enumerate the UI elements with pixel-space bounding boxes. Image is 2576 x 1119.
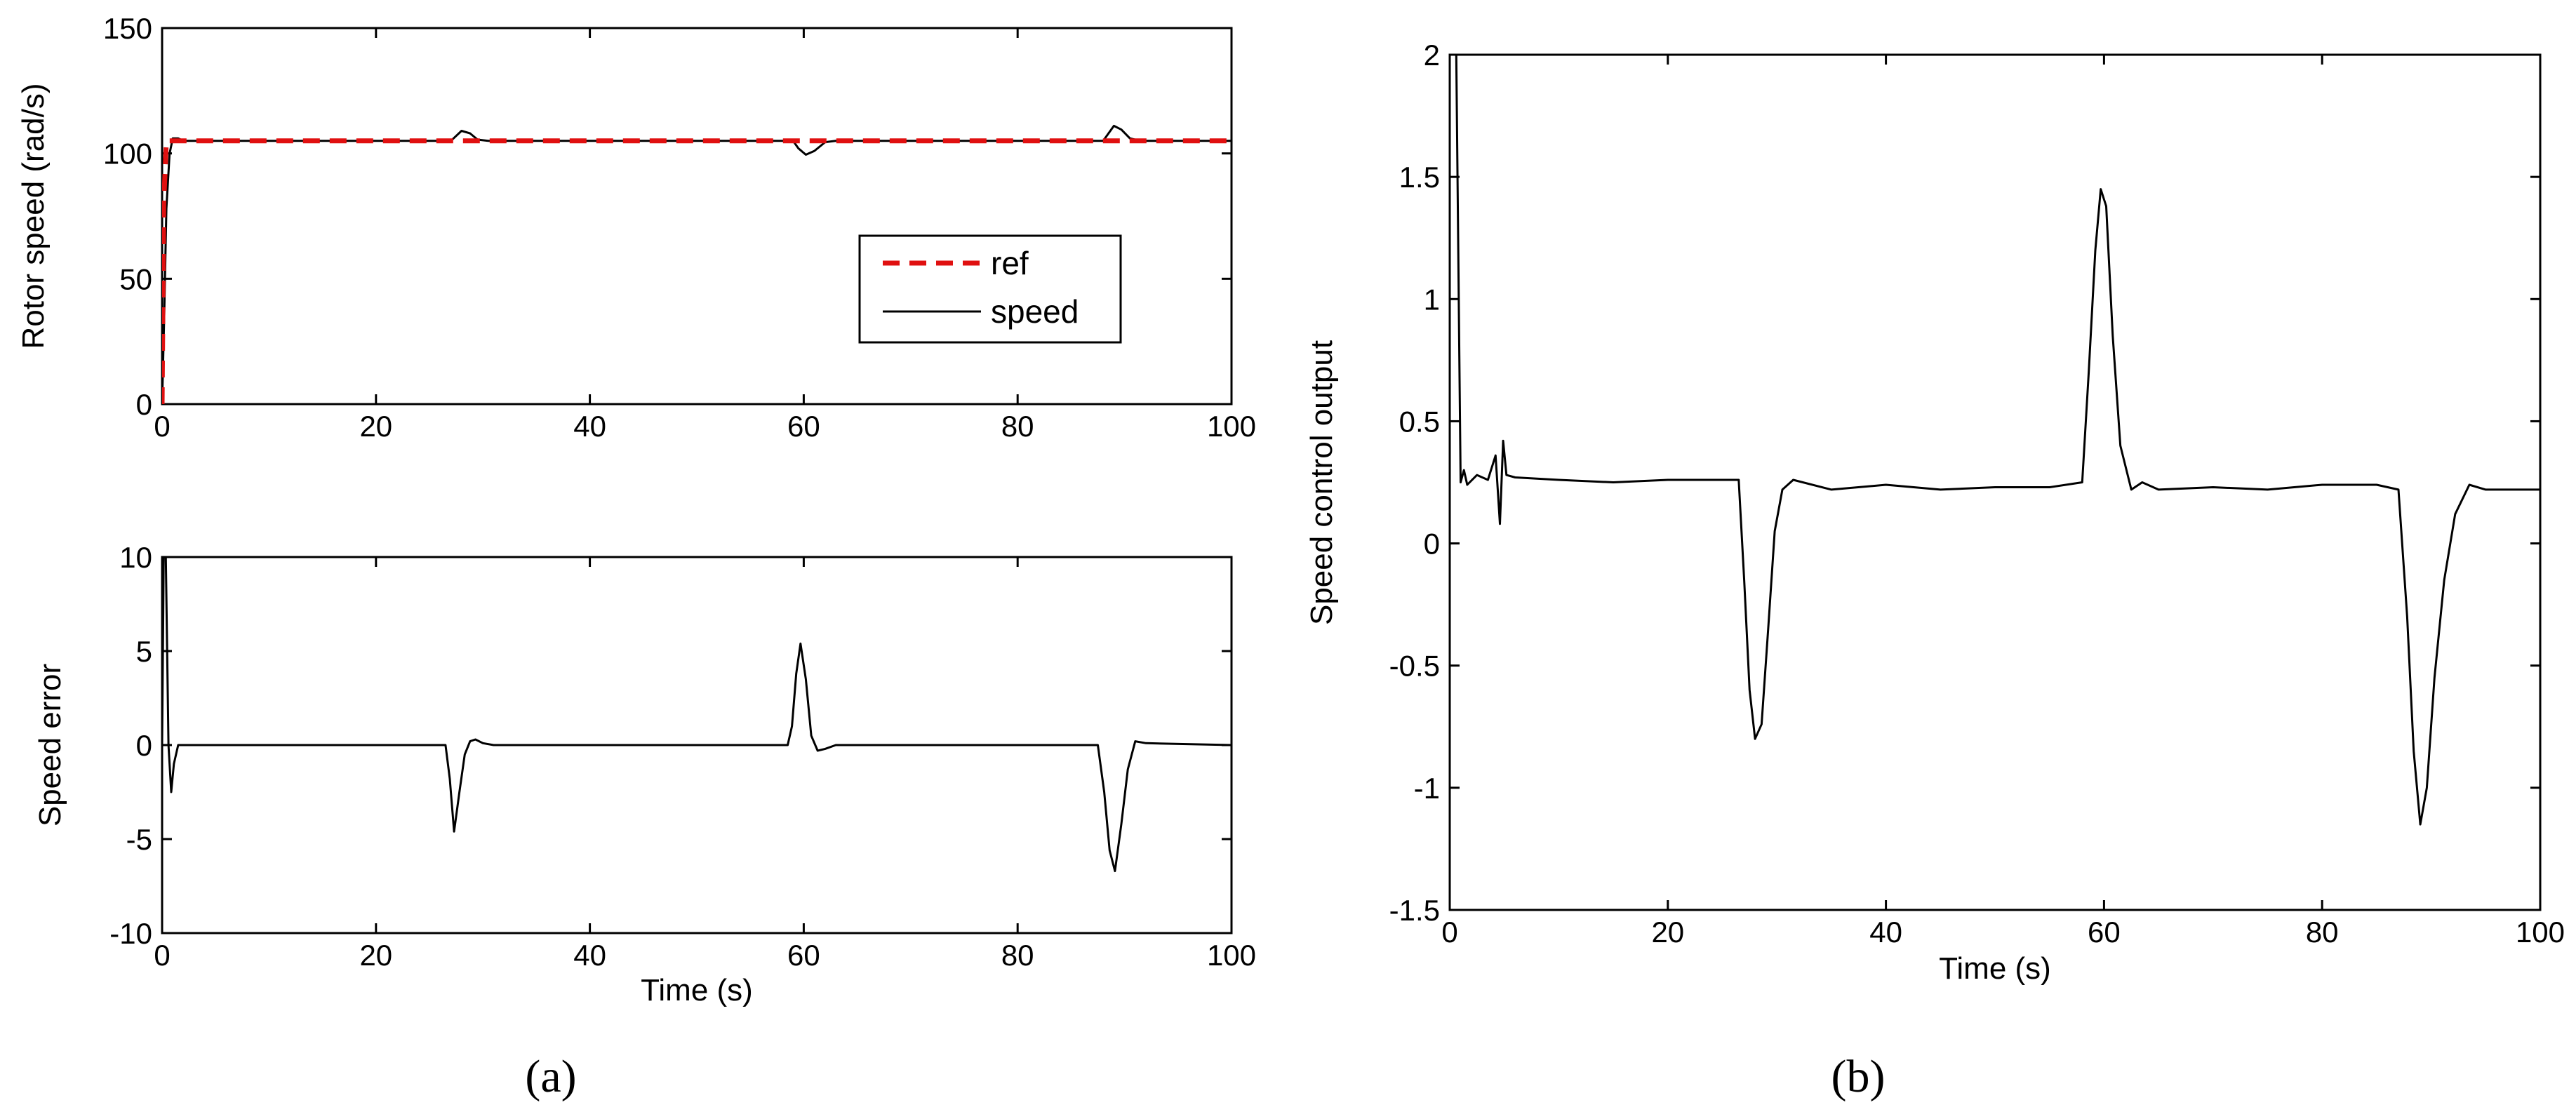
- x-tick-label: 20: [359, 939, 392, 972]
- x-tick-label: 20: [1651, 916, 1684, 949]
- y-tick-label: 0: [136, 388, 152, 421]
- caption-b: (b): [1831, 1051, 1886, 1102]
- x-axis-label-a-bottom: Time (s): [641, 973, 753, 1007]
- y-tick-label: 5: [136, 635, 152, 668]
- y-tick-label: -0.5: [1389, 650, 1440, 683]
- x-tick-label: 100: [1207, 410, 1256, 443]
- y-tick-label: 1: [1424, 283, 1440, 316]
- x-tick-label: 80: [1001, 410, 1034, 443]
- y-axis-label-a-top: Rotor speed (rad/s): [16, 83, 51, 349]
- legend-box: [858, 234, 1122, 344]
- caption-a: (a): [525, 1051, 576, 1102]
- y-tick-label: 0: [1424, 528, 1440, 561]
- panel-b: 0 20 40 60 80 100 -1.5 -1 -0.5 0 0.5 1 1.5 2 Time (s)…: [1304, 39, 2565, 986]
- series-group-b: [1450, 55, 2540, 826]
- gridless-ticks-a-top: 0 20 40 60 80 100 0 50 100 150: [103, 12, 1256, 443]
- x-tick-label: 80: [1001, 939, 1034, 972]
- legend-label-speed: speed: [991, 293, 1079, 330]
- y-tick-label: -10: [109, 917, 152, 950]
- series-group-a-top: [162, 124, 1232, 404]
- y-tick-label: 50: [119, 262, 152, 295]
- x-tick-label: 40: [573, 410, 606, 443]
- y-tick-label: 2: [1424, 39, 1440, 72]
- x-tick-label: 0: [154, 410, 170, 443]
- x-tick-label: 60: [787, 410, 820, 443]
- legend-label-ref: ref: [991, 245, 1029, 281]
- panel-a-top: 0 20 40 60 80 100 0 50 100 150 Rotor speed (rad/s…: [16, 12, 1256, 443]
- x-tick-label: 100: [1207, 939, 1256, 972]
- x-tick-label: 20: [359, 410, 392, 443]
- plot-frame-b: [1448, 53, 2542, 911]
- ticks-a-bottom: 0 20 40 60 80 100 -10 -5 0 5 10: [109, 541, 1256, 972]
- y-tick-label: 1.5: [1399, 161, 1440, 194]
- y-axis-label-a-bottom: Speed error: [33, 664, 67, 826]
- x-tick-label: 0: [1441, 916, 1457, 949]
- ticks-b: 0 20 40 60 80 100 -1.5 -1 -0.5 0 0.5 1 1.5 2: [1389, 39, 2565, 949]
- series-line-speed: [162, 124, 1232, 404]
- series-line-panel-2: [1450, 55, 2540, 826]
- x-tick-label: 80: [2306, 916, 2339, 949]
- y-tick-label: -1: [1414, 772, 1440, 805]
- x-tick-label: 40: [573, 939, 606, 972]
- legend: ref speed: [858, 234, 1122, 344]
- x-tick-label: 0: [154, 939, 170, 972]
- y-tick-label: -1.5: [1389, 894, 1440, 927]
- series-group-a-bottom: [162, 557, 1232, 873]
- series-line-panel-1: [162, 557, 1232, 873]
- plot-frame-a-top: [161, 27, 1233, 406]
- y-tick-label: 0.5: [1399, 405, 1440, 438]
- y-tick-label: -5: [126, 823, 152, 856]
- x-tick-label: 60: [787, 939, 820, 972]
- x-tick-label: 40: [1869, 916, 1902, 949]
- x-tick-label: 60: [2088, 916, 2121, 949]
- panel-a-bottom: 0 20 40 60 80 100 -10 -5 0 5 10 Time (s) Speed err…: [33, 541, 1256, 1007]
- y-tick-label: 150: [103, 12, 152, 45]
- y-axis-label-b: Speed control output: [1304, 340, 1339, 625]
- y-tick-label: 100: [103, 138, 152, 170]
- x-tick-label: 100: [2516, 916, 2565, 949]
- y-tick-label: 10: [119, 541, 152, 574]
- series-line-ref: [162, 138, 1232, 404]
- y-tick-label: 0: [136, 729, 152, 762]
- x-axis-label-b: Time (s): [1939, 951, 2051, 986]
